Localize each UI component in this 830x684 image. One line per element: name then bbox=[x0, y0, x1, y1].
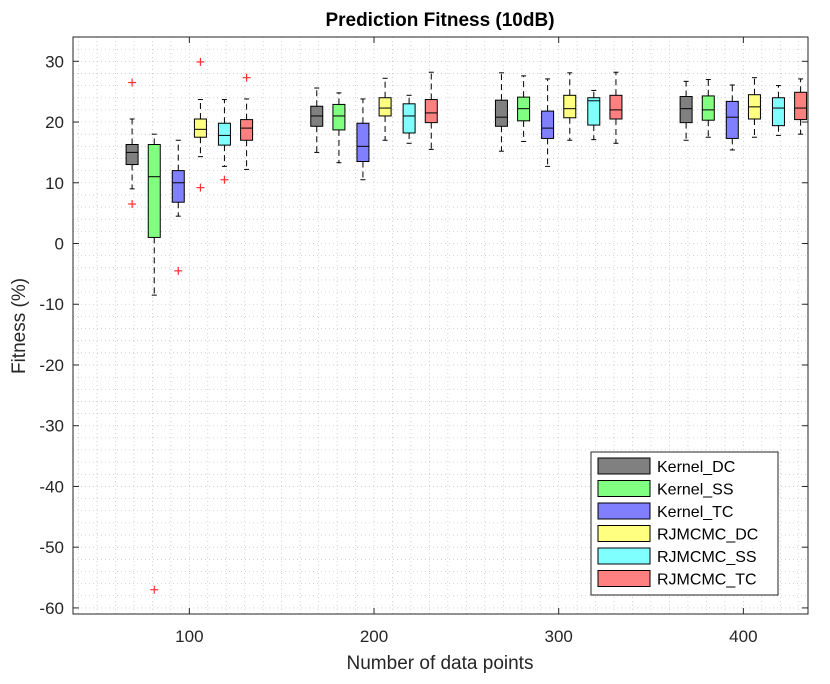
y-tick-label: 10 bbox=[45, 174, 64, 193]
plot-frame bbox=[72, 36, 809, 615]
outlier-marker bbox=[196, 183, 205, 192]
box-kernel-tc bbox=[725, 84, 739, 151]
box-body bbox=[378, 97, 392, 117]
x-tick-label: 400 bbox=[729, 627, 757, 646]
box-rjmcmc-dc bbox=[747, 77, 761, 138]
y-tick-label: -10 bbox=[39, 295, 64, 314]
y-tick-label: 20 bbox=[45, 113, 64, 132]
box-kernel-ss bbox=[701, 79, 715, 138]
box-kernel-tc bbox=[541, 78, 555, 167]
box-kernel-ss bbox=[147, 133, 161, 296]
box-kernel-ss bbox=[332, 92, 346, 164]
box-body bbox=[541, 110, 555, 139]
x-axis-ticks: 100 200 300 400 bbox=[175, 37, 758, 646]
box-rjmcmc-ss bbox=[402, 94, 416, 144]
outlier-markers bbox=[128, 57, 251, 594]
box-body bbox=[794, 91, 808, 121]
legend-label: Kernel_SS bbox=[657, 482, 734, 499]
box-kernel-ss bbox=[517, 75, 531, 142]
box-kernel-dc bbox=[310, 87, 324, 153]
box-body bbox=[125, 144, 139, 166]
legend-label: RJMCMC_TC bbox=[657, 572, 757, 589]
legend: Kernel_DC Kernel_SS Kernel_TC RJMCMC_DC RJMC… bbox=[590, 451, 779, 596]
box-rjmcmc-ss bbox=[771, 85, 785, 136]
chart-title: Prediction Fitness (10dB) bbox=[325, 10, 554, 31]
legend-item: Kernel_SS bbox=[597, 480, 734, 499]
legend-swatch bbox=[597, 525, 651, 542]
box-body bbox=[356, 122, 370, 163]
box-body bbox=[679, 96, 693, 124]
outlier-marker bbox=[242, 73, 251, 82]
box-kernel-dc bbox=[494, 72, 508, 152]
box-body bbox=[563, 94, 577, 119]
box-rjmcmc-tc bbox=[609, 71, 623, 144]
box-body bbox=[193, 118, 207, 138]
box-body bbox=[147, 144, 161, 238]
legend-label: RJMCMC_SS bbox=[657, 549, 757, 566]
box-kernel-dc bbox=[125, 118, 139, 190]
y-tick-label: -40 bbox=[39, 477, 64, 496]
outlier-marker bbox=[128, 200, 137, 209]
box-body bbox=[240, 119, 254, 141]
box-kernel-dc bbox=[679, 80, 693, 141]
outlier-marker bbox=[128, 78, 137, 87]
x-axis-label: Number of data points bbox=[347, 653, 534, 674]
legend-swatch bbox=[597, 457, 651, 475]
box-rjmcmc-tc bbox=[424, 71, 438, 150]
legend-item: RJMCMC_SS bbox=[597, 547, 757, 566]
legend-label: RJMCMC_DC bbox=[657, 527, 758, 544]
outlier-marker bbox=[150, 585, 159, 594]
legend-swatch bbox=[597, 502, 651, 520]
y-tick-label: 0 bbox=[55, 235, 64, 254]
y-tick-label: -20 bbox=[39, 356, 64, 375]
box-rjmcmc-dc bbox=[193, 99, 207, 158]
legend-item: Kernel_DC bbox=[597, 457, 735, 476]
x-tick-label: 100 bbox=[175, 627, 203, 646]
box-kernel-tc bbox=[356, 98, 370, 181]
box-series bbox=[125, 71, 808, 296]
y-tick-label: -30 bbox=[39, 417, 64, 436]
box-body bbox=[587, 97, 601, 126]
outlier-marker bbox=[174, 266, 183, 275]
legend-label: Kernel_DC bbox=[657, 459, 735, 476]
legend-item: RJMCMC_TC bbox=[597, 570, 757, 589]
box-body bbox=[217, 122, 231, 146]
box-body bbox=[332, 103, 346, 131]
box-body bbox=[771, 97, 785, 127]
legend-swatch bbox=[597, 547, 651, 565]
legend-label: Kernel_TC bbox=[657, 504, 733, 521]
y-tick-label: -50 bbox=[39, 538, 64, 557]
legend-swatch bbox=[597, 570, 651, 587]
box-body bbox=[424, 99, 438, 124]
box-body bbox=[494, 99, 508, 127]
y-tick-label: 30 bbox=[45, 52, 64, 71]
outlier-marker bbox=[196, 57, 205, 66]
box-body bbox=[609, 94, 623, 120]
legend-swatch bbox=[597, 480, 651, 497]
legend-item: Kernel_TC bbox=[597, 502, 733, 521]
box-rjmcmc-dc bbox=[378, 77, 392, 141]
box-body bbox=[701, 95, 715, 121]
box-rjmcmc-ss bbox=[587, 89, 601, 141]
legend-item: RJMCMC_DC bbox=[597, 525, 758, 544]
box-body bbox=[725, 100, 739, 139]
box-rjmcmc-ss bbox=[217, 99, 231, 167]
box-body bbox=[171, 170, 185, 203]
box-body bbox=[402, 103, 416, 134]
y-axis-ticks: 30 20 10 0 -10 -20 -30 -40 -50 -60 bbox=[39, 52, 808, 618]
y-axis-label: Fitness (%) bbox=[9, 278, 30, 374]
box-rjmcmc-dc bbox=[563, 72, 577, 141]
y-tick-label: -60 bbox=[39, 599, 64, 618]
outlier-marker bbox=[220, 175, 229, 184]
box-rjmcmc-tc bbox=[240, 98, 254, 170]
x-tick-label: 300 bbox=[545, 627, 573, 646]
box-kernel-tc bbox=[171, 139, 185, 217]
x-tick-label: 200 bbox=[360, 627, 388, 646]
box-rjmcmc-tc bbox=[794, 78, 808, 135]
